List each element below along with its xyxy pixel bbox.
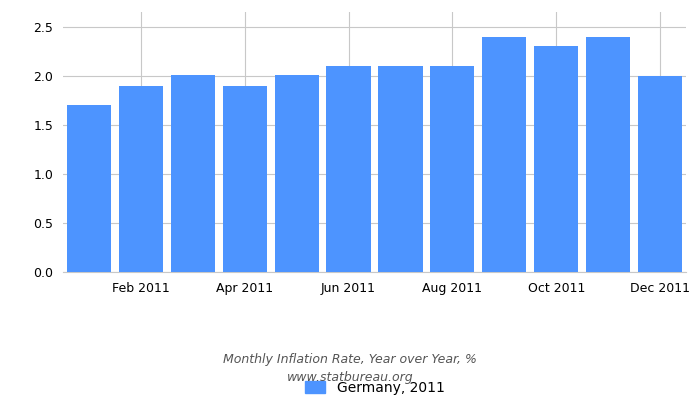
Bar [119, 86, 163, 272]
Bar [67, 105, 111, 272]
Bar [223, 86, 267, 272]
Text: www.statbureau.org: www.statbureau.org [287, 372, 413, 384]
Bar [586, 36, 630, 272]
Legend: Germany, 2011: Germany, 2011 [299, 375, 450, 400]
Bar [482, 36, 526, 272]
Bar [534, 46, 578, 272]
Text: Monthly Inflation Rate, Year over Year, %: Monthly Inflation Rate, Year over Year, … [223, 354, 477, 366]
Bar [638, 76, 682, 272]
Bar [171, 75, 215, 272]
Bar [326, 66, 370, 272]
Bar [379, 66, 423, 272]
Bar [430, 66, 475, 272]
Bar [274, 75, 319, 272]
